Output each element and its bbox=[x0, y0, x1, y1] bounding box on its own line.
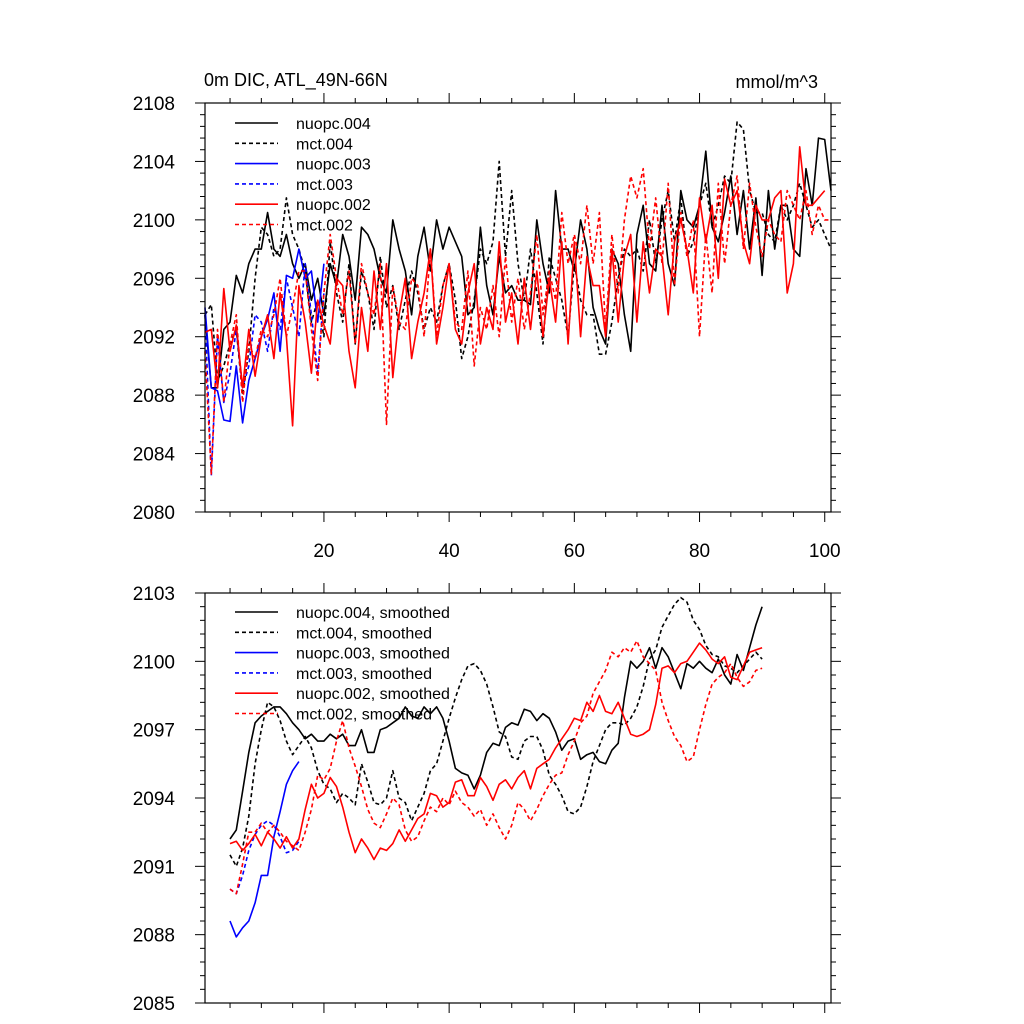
x-tick-label: 20 bbox=[313, 541, 334, 562]
series-line-nuopc-003-smoothed bbox=[229, 761, 300, 938]
bottom-panel: nuopc.004, smoothed mct.004, smoothed nuop… bbox=[133, 583, 841, 1015]
y-tick-label: 2085 bbox=[133, 994, 175, 1015]
series-line-mct-003-smoothed bbox=[229, 819, 300, 895]
tick-labels: 2085 2088 2091 2094 2097 2100 2103 bbox=[133, 584, 176, 1015]
series-line-mct-003 bbox=[204, 262, 325, 477]
legend-label: nuopc.002 bbox=[296, 197, 371, 214]
y-tick-label: 2097 bbox=[133, 721, 175, 742]
series-line-nuopc-002 bbox=[204, 146, 826, 427]
series-line-nuopc-004-smoothed bbox=[229, 606, 763, 840]
series-group bbox=[229, 596, 763, 938]
units-label: mmol/m^3 bbox=[736, 72, 818, 92]
series-line-mct-002 bbox=[204, 167, 831, 475]
y-tick-label: 2103 bbox=[133, 584, 175, 605]
legend-label: mct.002 bbox=[296, 218, 353, 235]
legend: nuopc.004, smoothed mct.004, smoothed nuop… bbox=[235, 605, 450, 724]
y-tick-label: 2088 bbox=[133, 926, 175, 947]
y-tick-label: 2096 bbox=[133, 269, 175, 290]
legend: nuopc.004 mct.004 nuopc.003 mct.003 nuopc.00… bbox=[235, 116, 371, 235]
axis-ticks bbox=[195, 93, 841, 522]
legend-label: mct.002, smoothed bbox=[296, 707, 432, 724]
series-line-nuopc-002-smoothed bbox=[229, 642, 763, 861]
legend-label: nuopc.002, smoothed bbox=[296, 686, 450, 703]
plot-frame bbox=[204, 102, 832, 513]
top-panel: 0m DIC, ATL_49N-66N mmol/m^3 nuopc.004 mc… bbox=[133, 70, 841, 562]
axis-ticks bbox=[195, 583, 841, 1013]
legend-label: nuopc.004, smoothed bbox=[296, 605, 450, 622]
y-tick-label: 2104 bbox=[133, 152, 176, 173]
panel-title: 0m DIC, ATL_49N-66N bbox=[204, 70, 388, 91]
y-tick-label: 2080 bbox=[133, 503, 175, 524]
tick-labels: 2080 2084 2088 2092 2096 2100 2104 2108 20 40 60 80… bbox=[133, 94, 841, 562]
x-tick-label: 60 bbox=[564, 541, 585, 562]
legend-label: mct.004, smoothed bbox=[296, 625, 432, 642]
legend-label: mct.003, smoothed bbox=[296, 666, 432, 683]
legend-label: nuopc.003, smoothed bbox=[296, 646, 450, 663]
series-group bbox=[204, 121, 832, 477]
y-tick-label: 2084 bbox=[133, 445, 176, 466]
series-line-mct-004-smoothed bbox=[229, 596, 763, 868]
legend-label: mct.003 bbox=[296, 177, 353, 194]
legend-label: mct.004 bbox=[296, 136, 353, 153]
y-tick-label: 2100 bbox=[133, 211, 175, 232]
y-tick-label: 2100 bbox=[133, 652, 175, 673]
y-tick-label: 2092 bbox=[133, 328, 175, 349]
x-tick-label: 100 bbox=[809, 541, 841, 562]
series-line-nuopc-004 bbox=[204, 137, 832, 389]
y-tick-label: 2094 bbox=[133, 789, 176, 810]
x-tick-label: 80 bbox=[689, 541, 710, 562]
legend-label: nuopc.004 bbox=[296, 116, 371, 133]
y-tick-label: 2088 bbox=[133, 386, 175, 407]
series-line-mct-002-smoothed bbox=[229, 639, 763, 895]
y-tick-label: 2108 bbox=[133, 94, 175, 115]
y-tick-label: 2091 bbox=[133, 857, 175, 878]
legend-label: nuopc.003 bbox=[296, 157, 371, 174]
x-tick-label: 40 bbox=[439, 541, 460, 562]
